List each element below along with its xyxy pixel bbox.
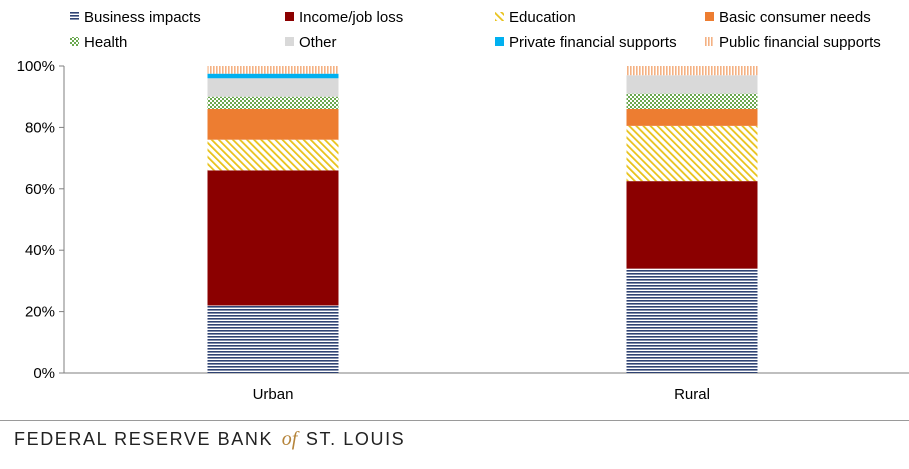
legend-item-health: Health bbox=[70, 34, 127, 51]
y-tick-label: 60% bbox=[25, 181, 55, 198]
bar-segment-education bbox=[207, 139, 339, 171]
bar-segment-public-financial-supports bbox=[207, 66, 339, 74]
legend-label: Other bbox=[299, 34, 337, 51]
legend-item-other: Other bbox=[285, 34, 337, 51]
legend-item-public-financial-supports: Public financial supports bbox=[705, 34, 881, 51]
legend-item-private-financial-supports: Private financial supports bbox=[495, 34, 677, 51]
bar-segment-basic-consumer-needs bbox=[207, 108, 339, 140]
x-tick-label-rural: Rural bbox=[674, 386, 710, 403]
footer-logo-right: ST. LOUIS bbox=[305, 429, 406, 449]
legend-label: Education bbox=[509, 9, 576, 26]
legend-label: Public financial supports bbox=[719, 34, 881, 51]
legend-swatch bbox=[495, 37, 504, 46]
x-tick-label-urban: Urban bbox=[253, 386, 294, 403]
y-axis: 0% 20% 40% 60% 80% 100% bbox=[17, 58, 909, 382]
y-tick-label: 0% bbox=[33, 365, 55, 382]
legend-label: Health bbox=[84, 34, 127, 51]
y-tick-label: 100% bbox=[17, 58, 55, 75]
bar-segment-income-job-loss bbox=[207, 170, 339, 306]
bar-segment-income-job-loss bbox=[626, 181, 758, 269]
bar-stack-rural bbox=[626, 66, 758, 373]
legend-swatch bbox=[70, 37, 79, 46]
legend-swatch bbox=[705, 12, 714, 21]
y-tick-label: 40% bbox=[25, 242, 55, 259]
bar-segment-business-impacts bbox=[626, 268, 758, 373]
y-tick-label: 80% bbox=[25, 119, 55, 136]
bar-segment-private-financial-supports bbox=[207, 73, 339, 79]
legend-swatch bbox=[285, 37, 294, 46]
legend-label: Income/job loss bbox=[299, 9, 403, 26]
bar-stacks bbox=[207, 66, 758, 373]
bar-segment-public-financial-supports bbox=[626, 66, 758, 76]
bar-stack-urban bbox=[207, 66, 339, 373]
footer-logo: FEDERAL RESERVE BANK of ST. LOUIS bbox=[14, 428, 405, 451]
footer-logo-left: FEDERAL RESERVE BANK bbox=[14, 429, 274, 449]
bar-segment-other bbox=[626, 75, 758, 94]
legend-label: Business impacts bbox=[84, 9, 201, 26]
bar-segment-other bbox=[207, 78, 339, 97]
legend-swatch bbox=[705, 37, 714, 46]
bar-segment-education bbox=[626, 125, 758, 182]
stacked-bar-chart: Business impacts Income/job loss Education… bbox=[17, 9, 909, 403]
legend-item-basic-consumer-needs: Basic consumer needs bbox=[705, 9, 871, 26]
legend-item-business-impacts: Business impacts bbox=[70, 9, 201, 26]
bar-segment-basic-consumer-needs bbox=[626, 108, 758, 126]
legend-swatch bbox=[495, 12, 504, 21]
chart-legend: Business impacts Income/job loss Education… bbox=[70, 9, 881, 51]
legend-label: Private financial supports bbox=[509, 34, 677, 51]
legend-swatch bbox=[70, 12, 79, 21]
legend-item-income-job-loss: Income/job loss bbox=[285, 9, 403, 26]
bar-segment-business-impacts bbox=[207, 305, 339, 373]
footer-logo-of: of bbox=[281, 428, 298, 450]
x-axis-labels: Urban Rural bbox=[253, 386, 710, 403]
footer-divider bbox=[0, 420, 909, 421]
legend-label: Basic consumer needs bbox=[719, 9, 871, 26]
bar-segment-health bbox=[626, 93, 758, 109]
legend-swatch bbox=[285, 12, 294, 21]
bar-segment-health bbox=[207, 96, 339, 109]
y-tick-label: 20% bbox=[25, 304, 55, 321]
legend-item-education: Education bbox=[495, 9, 576, 26]
